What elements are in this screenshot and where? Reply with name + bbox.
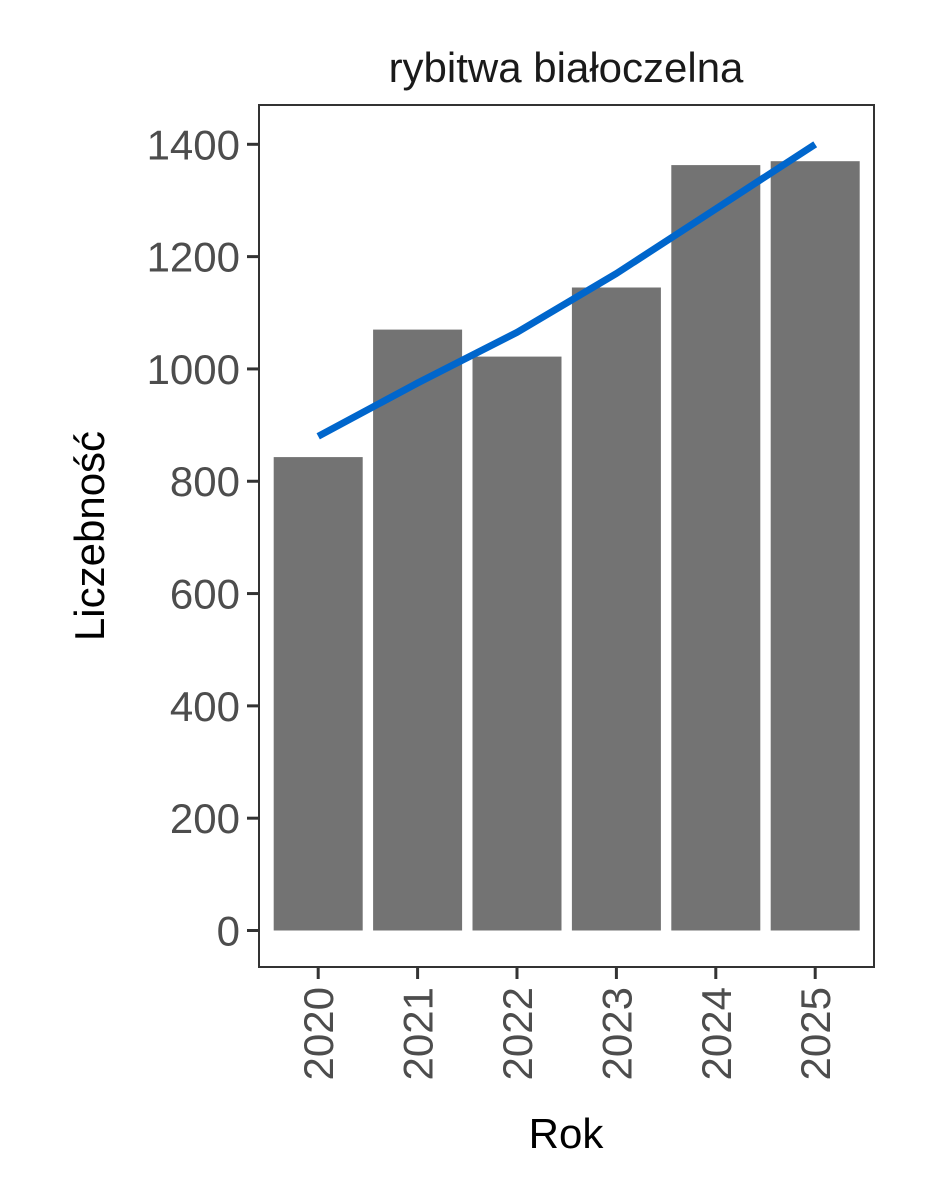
y-tick-label-1400: 1400: [147, 121, 240, 168]
y-tick-label-600: 600: [170, 571, 240, 618]
y-tick-label-200: 200: [170, 795, 240, 842]
chart-title: rybitwa białoczelna: [389, 44, 744, 91]
x-axis: 2020 2021 2022 2023 2024 2025: [295, 967, 839, 1080]
trend-group: [316, 141, 818, 440]
bar-2025: [770, 161, 860, 931]
bar-2024: [671, 165, 761, 931]
bars-group: [273, 161, 860, 931]
x-tick-label-2024: 2024: [693, 987, 740, 1080]
x-tick-label-2020: 2020: [295, 987, 342, 1080]
x-axis-title: Rok: [529, 1110, 605, 1157]
y-axis-title: Liczebność: [66, 431, 113, 641]
y-tick-label-400: 400: [170, 683, 240, 730]
bar-2020: [273, 457, 363, 931]
x-tick-label-2021: 2021: [395, 987, 442, 1080]
bar-2022: [472, 356, 562, 931]
bar-2021: [373, 329, 463, 931]
x-tick-label-2025: 2025: [792, 987, 839, 1080]
y-axis: 0 200 400 600 800 1000 1200 1400: [147, 121, 259, 954]
y-tick-label-0: 0: [217, 907, 240, 954]
y-tick-label-800: 800: [170, 458, 240, 505]
bar-2023: [571, 287, 661, 931]
trend-line: [316, 141, 818, 440]
x-tick-label-2023: 2023: [593, 987, 640, 1080]
plot-panel: [258, 104, 875, 968]
y-tick-label-1000: 1000: [147, 346, 240, 393]
y-tick-label-1200: 1200: [147, 234, 240, 281]
x-tick-label-2022: 2022: [494, 987, 541, 1080]
